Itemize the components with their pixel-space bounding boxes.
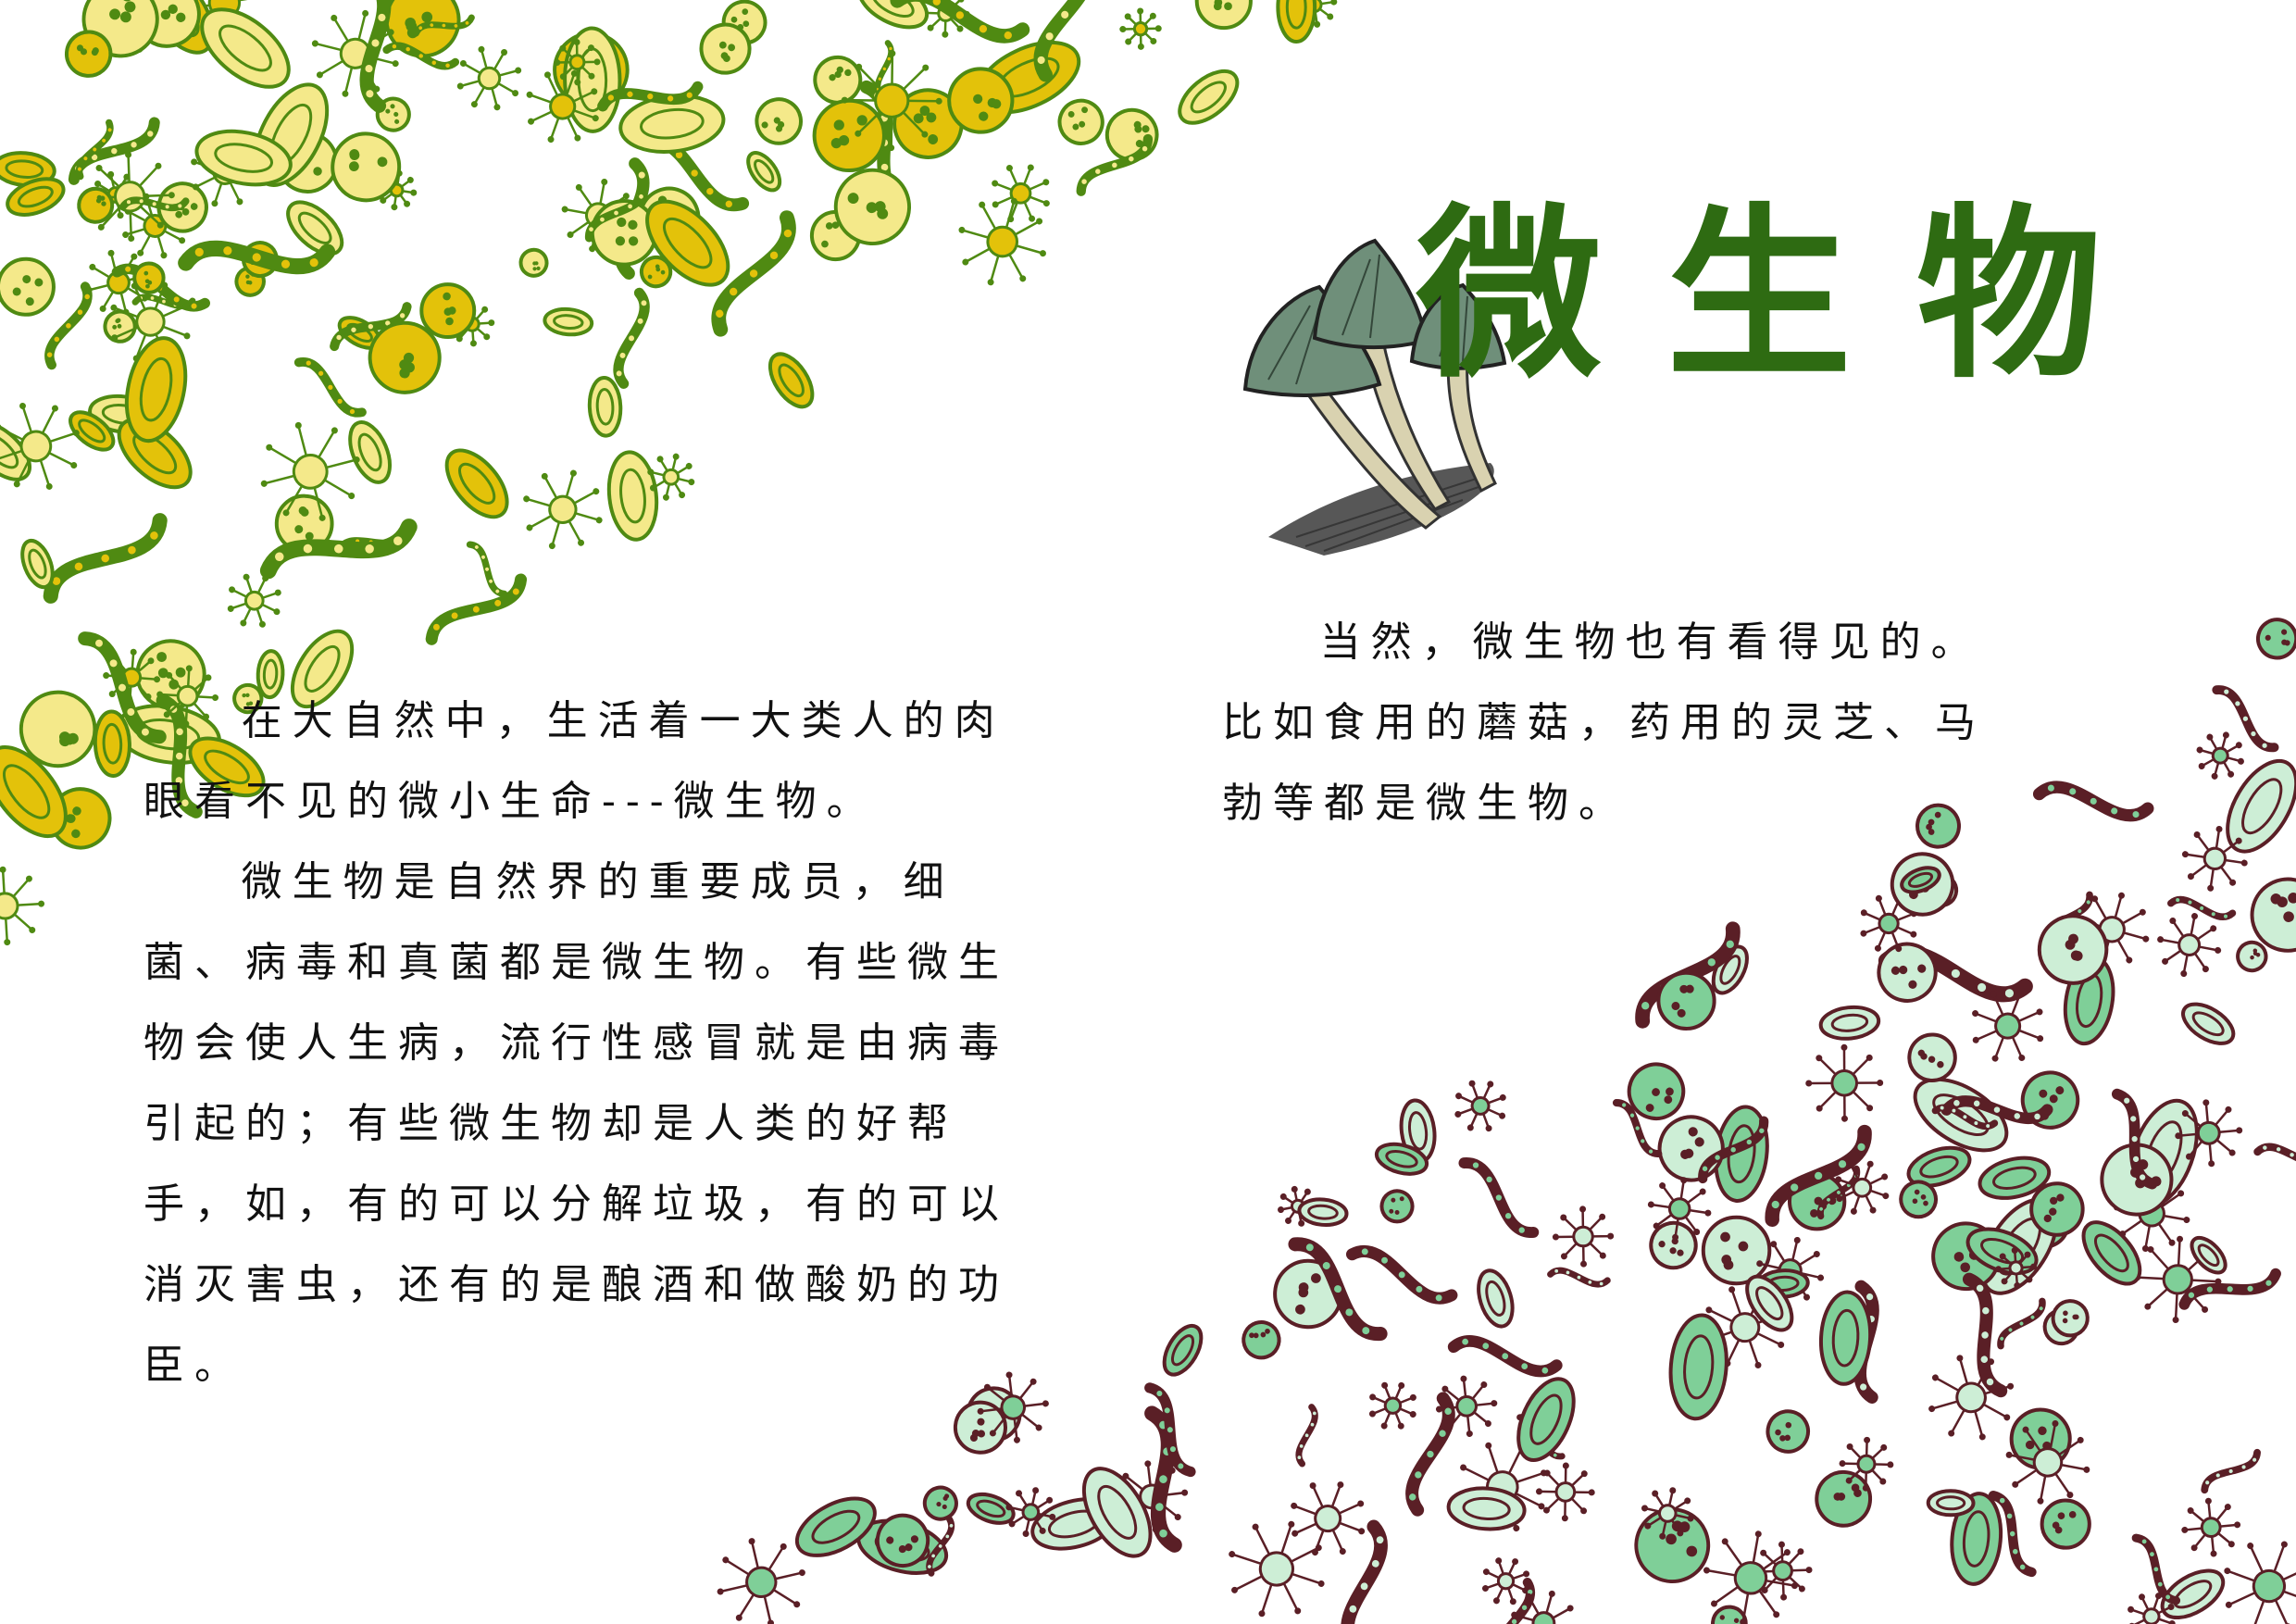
left-text-block: 在大自然中，生活着一大类人的肉眼看不见的微小生命---微生物。 微生物是自然界的… (144, 681, 1051, 1405)
page-title: 微生物 (1416, 188, 2167, 404)
mushroom-illustration-icon (1242, 238, 1507, 556)
right-text-block: 当然，微生物也有看得见的。比如食用的蘑菇，药用的灵芝、马勃等都是微生物。 (1222, 602, 2018, 843)
intro-paragraph: 在大自然中，生活着一大类人的肉眼看不见的微小生命---微生物。 (144, 697, 1005, 825)
visible-microbes-paragraph: 当然，微生物也有看得见的。比如食用的蘑菇，药用的灵芝、马勃等都是微生物。 (1222, 618, 1986, 827)
body-paragraph: 微生物是自然界的重要成员，细菌、病毒和真菌都是微生物。有些微生物会使人生病，流行… (144, 858, 1009, 1389)
